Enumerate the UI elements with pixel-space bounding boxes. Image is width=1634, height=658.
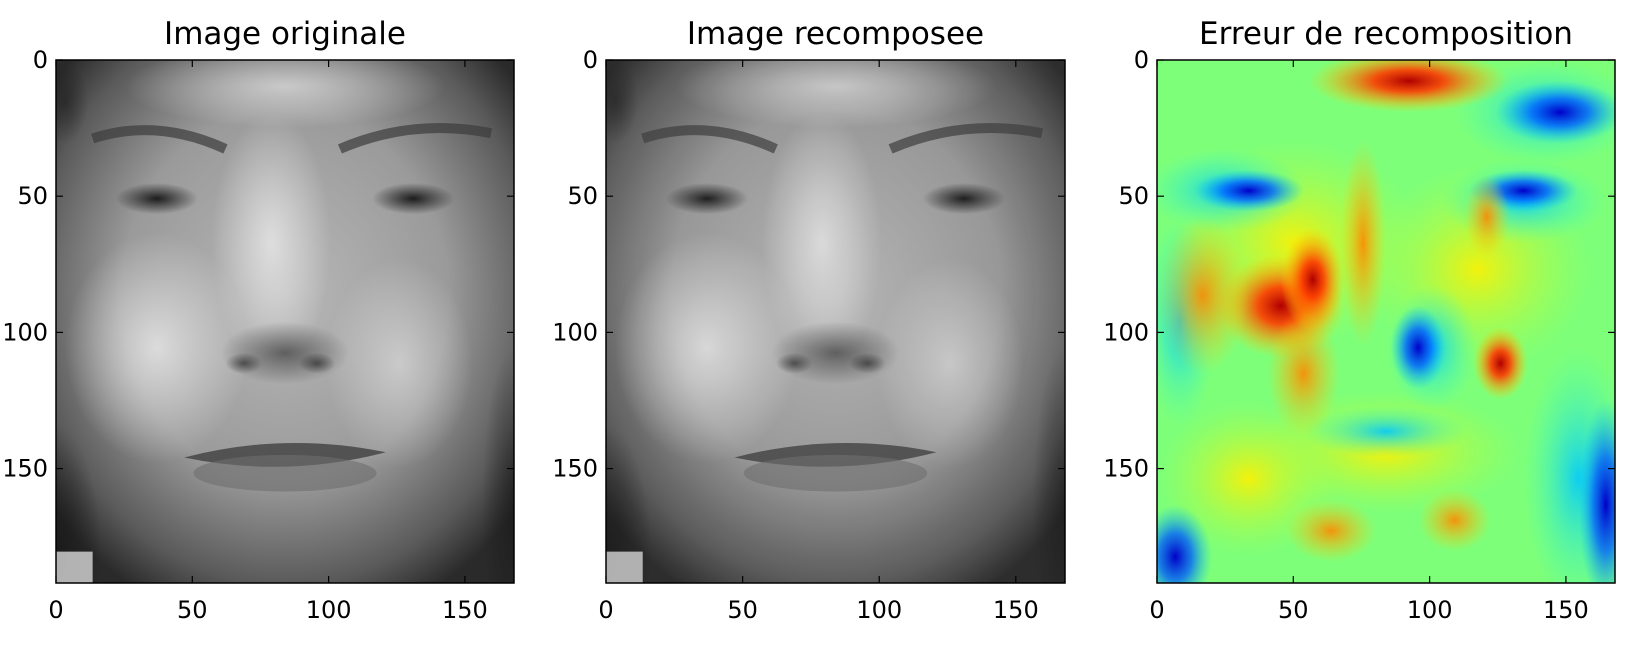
x-tick-label: 100 <box>856 596 902 624</box>
x-tick-label: 50 <box>177 596 208 624</box>
y-tick-label: 0 <box>1134 46 1149 74</box>
y-tick-label: 150 <box>552 455 598 483</box>
y-tick-label: 0 <box>33 46 48 74</box>
chart-axes-3: 0 50 100 150 0 50 100 150 Erreur de recompositio… <box>1103 16 1616 624</box>
chart-title: Image recomposee <box>687 16 984 52</box>
y-tick-label: 100 <box>2 318 48 346</box>
plot-frame <box>1156 59 1616 584</box>
heatmap-image-reconstructed <box>606 60 1065 583</box>
y-tick-label: 50 <box>567 182 598 210</box>
x-tick-label: 0 <box>598 596 613 624</box>
x-tick-label: 50 <box>727 596 758 624</box>
y-tick-label: 0 <box>583 46 598 74</box>
plot-frame <box>55 59 515 584</box>
y-tick-label: 150 <box>2 455 48 483</box>
heatmap-image-error <box>1157 60 1615 583</box>
y-tick-label: 100 <box>1103 318 1149 346</box>
chart-title: Erreur de recomposition <box>1199 16 1573 52</box>
plot-frame <box>605 59 1066 584</box>
x-tick-label: 150 <box>1543 596 1589 624</box>
x-tick-label: 150 <box>442 596 488 624</box>
x-tick-label: 0 <box>48 596 63 624</box>
y-tick-label: 100 <box>552 318 598 346</box>
chart-axes-2: 0 50 100 150 0 50 100 150 Image recomposee <box>552 16 1066 624</box>
x-tick-label: 0 <box>1149 596 1164 624</box>
y-tick-label: 50 <box>17 182 48 210</box>
heatmap-image-original <box>56 60 514 583</box>
x-tick-label: 100 <box>1407 596 1453 624</box>
y-tick-label: 150 <box>1103 455 1149 483</box>
x-tick-label: 100 <box>306 596 352 624</box>
chart-title: Image originale <box>164 16 406 52</box>
x-tick-label: 150 <box>993 596 1039 624</box>
chart-axes-1: 0 50 100 150 0 50 100 150 Image originale <box>2 16 515 624</box>
x-tick-label: 50 <box>1278 596 1309 624</box>
y-tick-label: 50 <box>1118 182 1149 210</box>
